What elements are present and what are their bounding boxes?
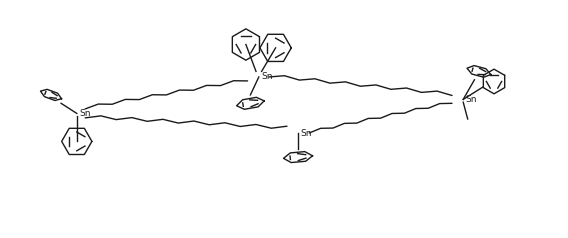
Text: Sn: Sn xyxy=(261,73,273,81)
Text: Sn: Sn xyxy=(300,129,312,138)
Text: Sn: Sn xyxy=(465,95,477,104)
Text: Sn: Sn xyxy=(80,109,91,118)
